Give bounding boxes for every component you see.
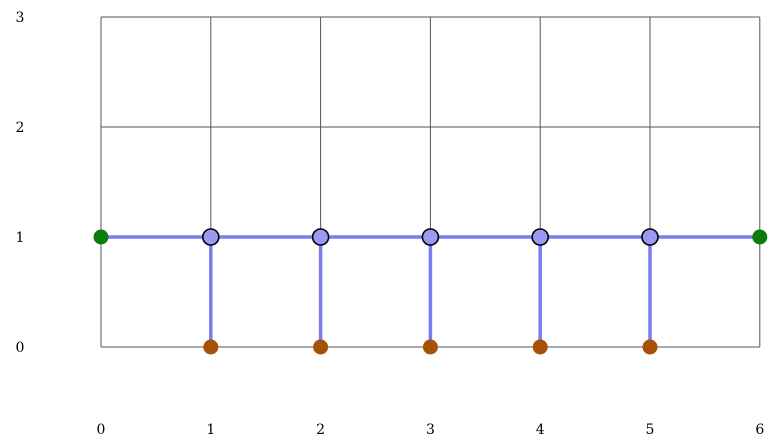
spine-node xyxy=(641,228,659,246)
edges xyxy=(99,235,762,349)
leaf-node xyxy=(203,339,219,355)
spine-node xyxy=(202,228,220,246)
end-node xyxy=(93,229,109,245)
x-tick-label: 1 xyxy=(206,422,215,438)
leaf-node xyxy=(642,339,658,355)
y-axis-tick-labels: 0 1 2 3 xyxy=(16,10,25,356)
spine-node xyxy=(421,228,440,246)
y-tick-label: 3 xyxy=(16,10,25,26)
leaf-node xyxy=(532,339,548,355)
x-tick-label: 2 xyxy=(316,422,325,438)
y-tick-label: 0 xyxy=(16,340,25,356)
spine-node xyxy=(311,228,330,246)
x-tick-label: 0 xyxy=(97,422,106,438)
leaf-node xyxy=(313,339,329,355)
leaf-node xyxy=(422,339,438,355)
x-tick-label: 6 xyxy=(755,422,764,438)
y-tick-label: 1 xyxy=(16,230,25,246)
y-tick-label: 2 xyxy=(16,120,25,136)
x-tick-label: 3 xyxy=(426,422,435,438)
nodes xyxy=(93,228,768,355)
x-tick-label: 4 xyxy=(536,422,545,438)
x-axis-tick-labels: 0 1 2 3 4 5 6 xyxy=(97,422,765,438)
end-node xyxy=(752,229,768,245)
x-tick-label: 5 xyxy=(646,422,655,438)
spine-node xyxy=(531,228,550,246)
